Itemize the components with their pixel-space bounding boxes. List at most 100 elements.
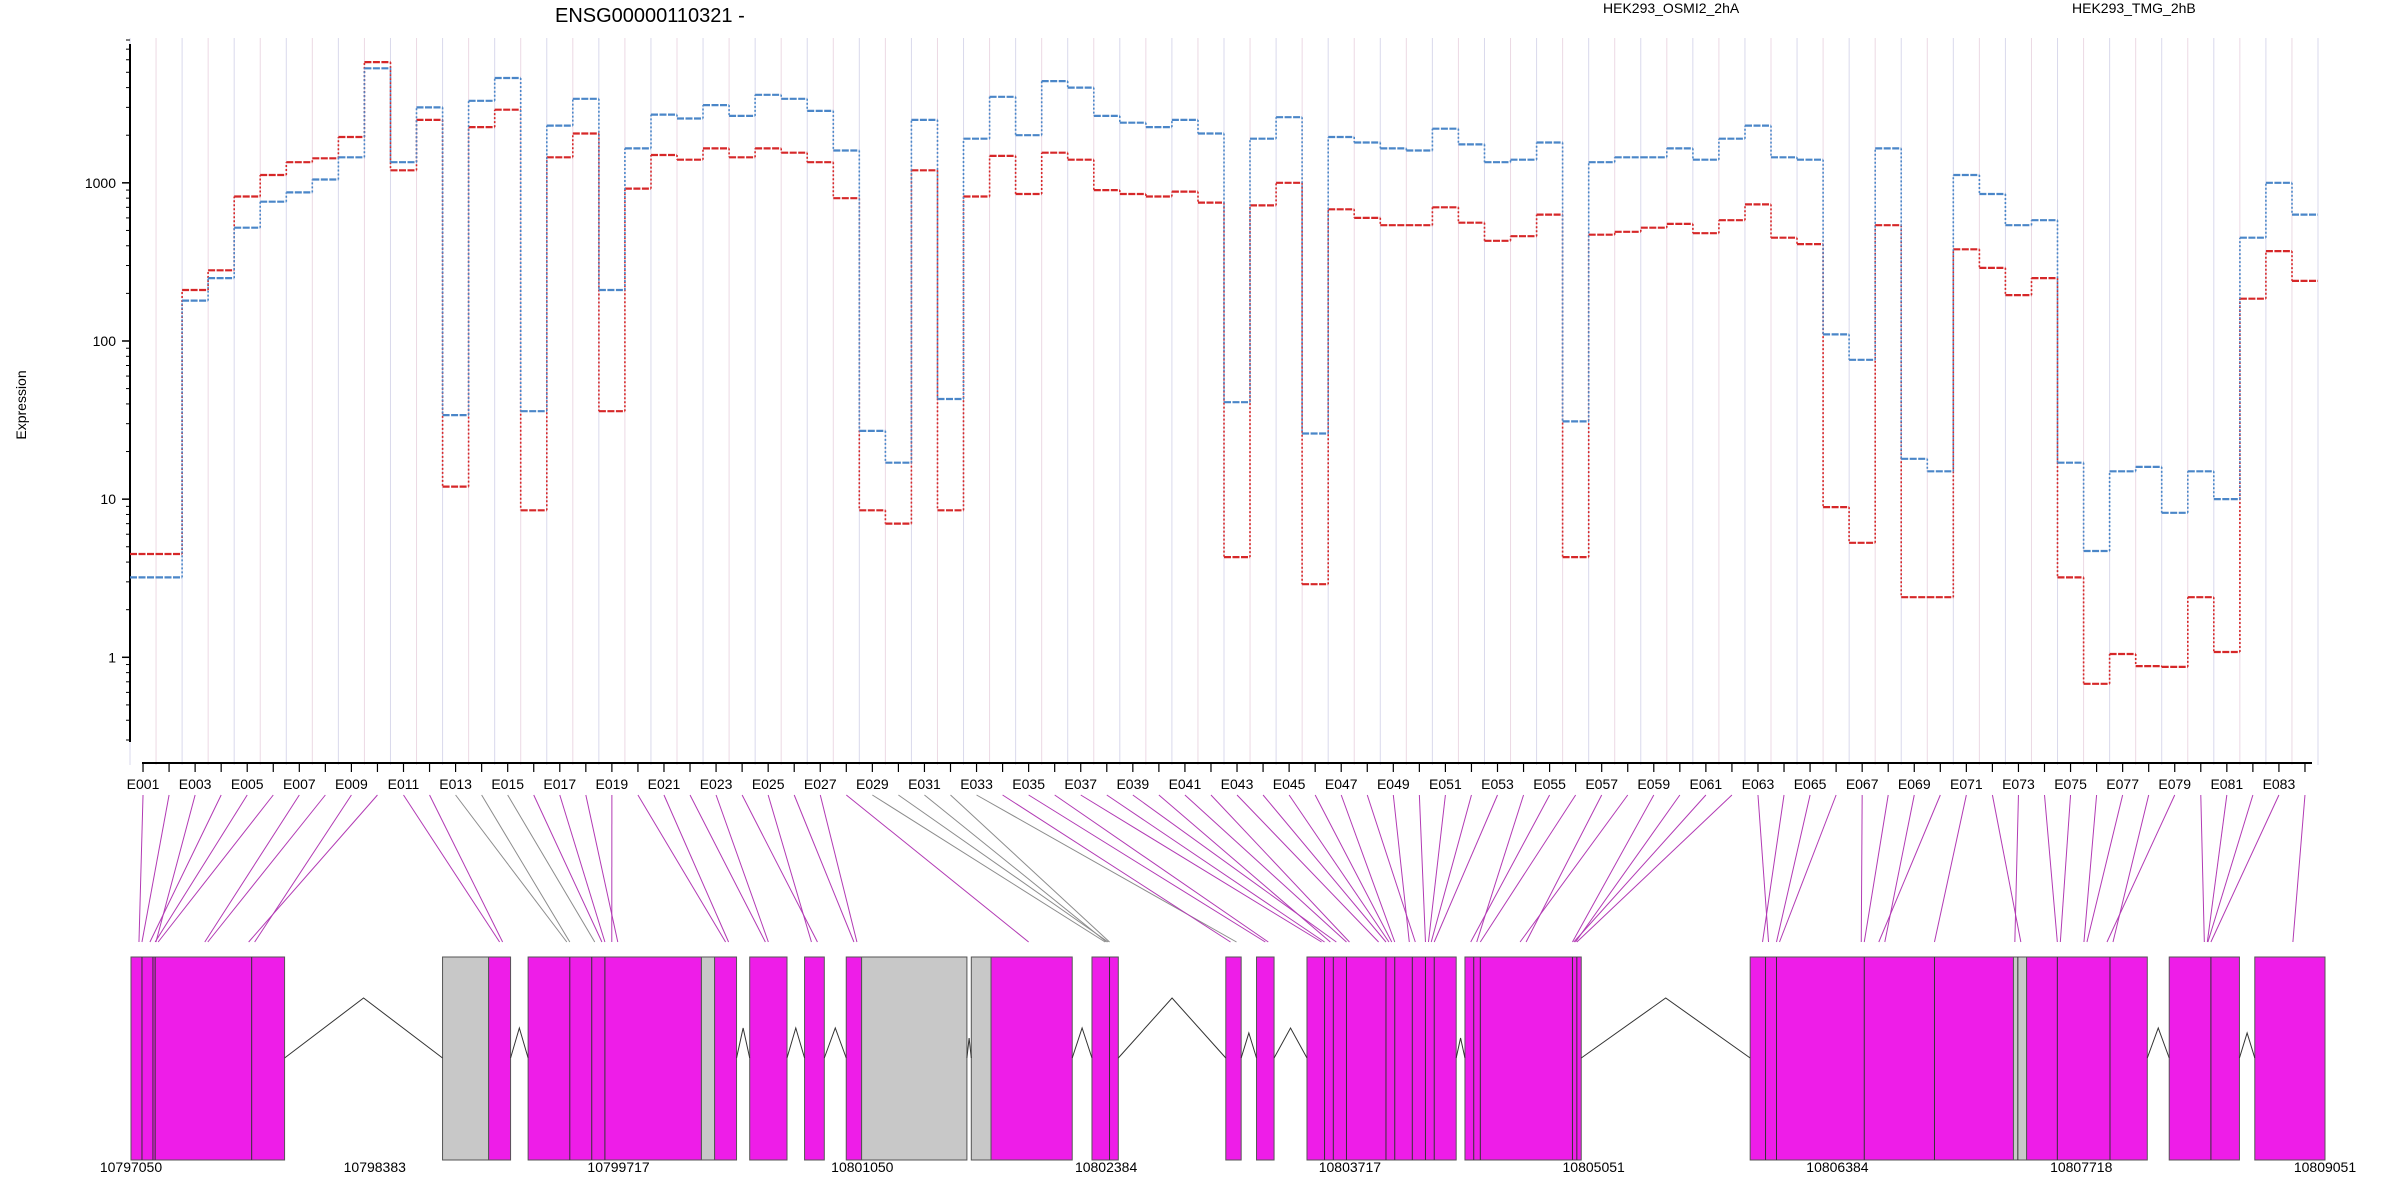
- exon-block: [1306, 956, 1457, 1161]
- intron-line: [736, 1027, 751, 1059]
- intron-line: [1071, 1026, 1093, 1059]
- x-tick-label: E035: [1012, 776, 1045, 792]
- exon-connector: [141, 794, 170, 943]
- exon-block: [1464, 956, 1582, 1161]
- exon-connector: [1991, 794, 2022, 943]
- intron-line: [284, 997, 443, 1059]
- exon-connector: [507, 794, 596, 943]
- exon-connector: [898, 794, 1109, 943]
- x-tick-label: E005: [231, 776, 264, 792]
- exon-connector: [207, 794, 326, 943]
- legend-entry-tmg: HEK293_TMG_2hB: [2072, 0, 2196, 16]
- exon-block: [714, 956, 738, 1161]
- exon-connector: [559, 794, 606, 943]
- exon-block: [1225, 956, 1242, 1161]
- intron-line: [510, 1026, 529, 1059]
- exon-connector: [1158, 794, 1331, 943]
- exon-connector: [1433, 794, 1498, 943]
- x-tick-label: E071: [1950, 776, 1983, 792]
- exon-connector: [741, 794, 818, 943]
- exon-connector: [1430, 794, 1472, 943]
- x-tick-label: E033: [960, 776, 993, 792]
- exon-connector: [2086, 794, 2124, 943]
- x-tick-label: E001: [127, 776, 160, 792]
- intron-line: [966, 1037, 972, 1059]
- exon-connector: [1860, 794, 1863, 943]
- genomic-tick-label: 10806384: [1806, 1159, 1869, 1175]
- exon-connector: [585, 794, 619, 943]
- intron-line: [823, 1026, 847, 1059]
- exon-connector: [1262, 794, 1387, 943]
- exon-connector: [1314, 794, 1393, 943]
- exon-connector: [403, 794, 501, 943]
- exon-connector: [1236, 794, 1379, 943]
- genomic-tick-label: 10809051: [2294, 1159, 2357, 1175]
- legend: HEK293_OSMI2_2hA HEK293_TMG_2hB: [1603, 0, 2196, 16]
- exon-connector-lines: [138, 794, 2306, 943]
- intron-line: [2238, 1031, 2256, 1059]
- exon-connector: [254, 794, 352, 943]
- exon-connector: [2200, 794, 2205, 943]
- x-tick-label: E083: [2263, 776, 2296, 792]
- exon-connector: [1470, 794, 1551, 943]
- intron-line: [1580, 997, 1751, 1059]
- x-tick-label: E055: [1533, 776, 1566, 792]
- x-tick-label: E009: [335, 776, 368, 792]
- exon-connector: [1776, 794, 1811, 943]
- x-tick-label: E051: [1429, 776, 1462, 792]
- exon-connector: [845, 794, 1029, 943]
- exon-connector: [1288, 794, 1390, 943]
- exon-connector: [1080, 794, 1322, 943]
- exon-connector: [1054, 794, 1269, 943]
- x-tick-label: E079: [2158, 776, 2191, 792]
- x-tick-label: E013: [439, 776, 472, 792]
- exon-connector: [1576, 794, 1733, 943]
- exon-connector: [154, 794, 248, 943]
- exon-connector: [1779, 794, 1837, 943]
- exon-block-inactive: [2012, 956, 2028, 1161]
- x-tick-label: E081: [2210, 776, 2243, 792]
- exon-connector: [2292, 794, 2306, 943]
- exon-connector: [2106, 794, 2176, 943]
- x-tick-label: E027: [804, 776, 837, 792]
- genomic-tick-label: 10801050: [831, 1159, 894, 1175]
- x-tick-label: E037: [1064, 776, 1097, 792]
- x-tick-label: E069: [1898, 776, 1931, 792]
- exon-block-inactive: [700, 956, 716, 1161]
- x-tick-label: E073: [2002, 776, 2035, 792]
- exon-connector: [1392, 794, 1410, 943]
- legend-entry-osmi2: HEK293_OSMI2_2hA: [1603, 0, 1740, 16]
- y-tick-label: 100: [93, 333, 117, 349]
- exon-connector: [138, 794, 144, 943]
- exon-connector: [2206, 794, 2228, 943]
- x-tick-label: E041: [1169, 776, 1202, 792]
- genomic-tick-label: 10803717: [1319, 1159, 1382, 1175]
- genomic-tick-label: 10798383: [344, 1159, 407, 1175]
- x-tick-label: E029: [856, 776, 889, 792]
- y-axis-label: Expression: [13, 370, 29, 439]
- exon-connector: [1479, 794, 1577, 943]
- exon-connector: [872, 794, 1106, 943]
- x-tick-label: E011: [388, 776, 420, 792]
- x-tick-label: E059: [1637, 776, 1670, 792]
- x-tick-label: E021: [648, 776, 681, 792]
- genomic-tick-label: 10797050: [100, 1159, 163, 1175]
- exon-connector: [2044, 794, 2058, 943]
- exon-connector: [950, 794, 1110, 943]
- exon-block: [749, 956, 788, 1161]
- exon-connector: [1519, 794, 1629, 943]
- exon-connector: [767, 794, 812, 943]
- y-axis: 1 10 100 1000: [85, 39, 131, 742]
- exon-connector: [1002, 794, 1231, 943]
- exon-connector: [715, 794, 769, 943]
- exon-connector: [481, 794, 571, 943]
- exon-block: [804, 956, 825, 1161]
- x-tick-label: E067: [1846, 776, 1879, 792]
- exon-connector: [663, 794, 730, 943]
- exon-connector: [793, 794, 855, 943]
- x-tick-label: E065: [1794, 776, 1827, 792]
- intron-line: [1240, 1031, 1257, 1059]
- exon-connector: [2059, 794, 2072, 943]
- y-tick-label: 1: [108, 649, 116, 665]
